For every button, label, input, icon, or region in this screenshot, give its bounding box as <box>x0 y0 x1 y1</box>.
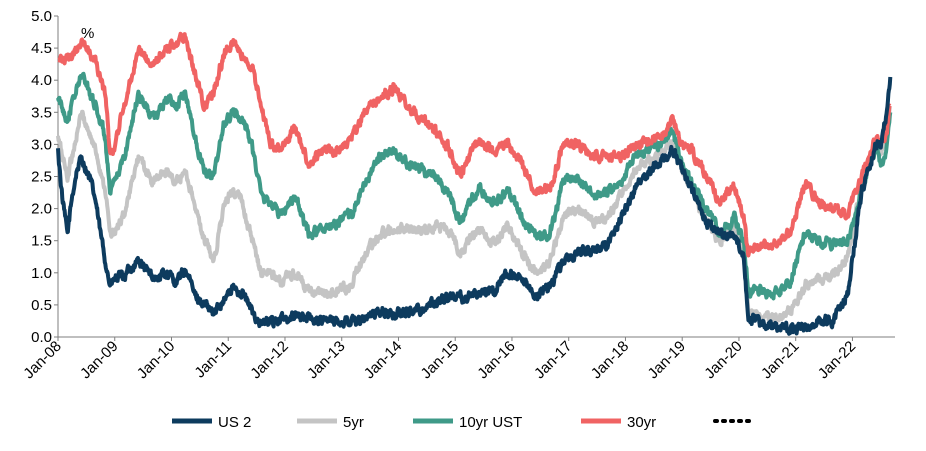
y-unit-label: % <box>81 25 94 42</box>
legend-label-0: US 2 <box>218 414 251 431</box>
x-tick-label: Jan-09 <box>77 338 121 382</box>
legend-label-1: 5yr <box>343 414 364 431</box>
y-tick-label: 0.0 <box>31 329 52 346</box>
x-tick-label: Jan-19 <box>645 338 689 382</box>
x-tick-label: Jan-10 <box>134 338 178 382</box>
y-tick-label: 2.0 <box>31 201 52 218</box>
y-tick-label: 1.5 <box>31 233 52 250</box>
chart-legend: US 2 5yr 10yr UST 30yr <box>172 414 757 431</box>
x-tick-label: Jan-12 <box>247 338 291 382</box>
y-tick-label: 0.5 <box>31 297 52 314</box>
x-tick-label: Jan-18 <box>588 338 632 382</box>
x-tick-label: Jan-21 <box>758 338 802 382</box>
legend-label-3: 30yr <box>627 414 656 431</box>
series-line-1 <box>56 104 892 325</box>
series-line-0 <box>56 76 893 336</box>
x-tick-label: Jan-16 <box>474 338 518 382</box>
y-tick-label: 4.0 <box>31 72 52 89</box>
legend-label-2: 10yr UST <box>459 414 522 431</box>
series-line-3 <box>56 31 892 258</box>
x-tick-label: Jan-17 <box>531 338 575 382</box>
x-tick-label: Jan-13 <box>304 338 348 382</box>
y-tick-label: 5.0 <box>31 8 52 25</box>
x-tick-label: Jan-15 <box>418 338 462 382</box>
x-tick-label: Jan-11 <box>191 338 235 382</box>
x-tick-label: Jan-20 <box>701 338 745 382</box>
y-tick-label: 4.5 <box>31 40 52 57</box>
y-tick-label: 3.0 <box>31 136 52 153</box>
y-tick-label: 3.5 <box>31 104 52 121</box>
x-tick-label: Jan-14 <box>361 338 405 382</box>
chart-series <box>56 31 893 336</box>
series-line-2 <box>56 71 893 301</box>
y-tick-label: 1.0 <box>31 265 52 282</box>
x-tick-label: Jan-22 <box>815 338 859 382</box>
y-tick-label: 2.5 <box>31 169 52 186</box>
